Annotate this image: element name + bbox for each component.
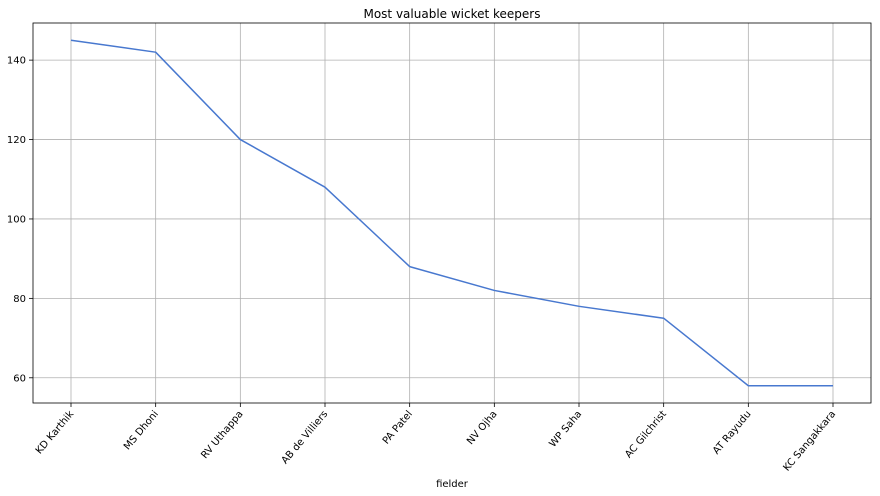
series-line [70,39,833,387]
y-axis: 60 80 100 120 140 [7,56,33,384]
y-tick-label: 80 [13,294,26,305]
y-tick-label: 60 [13,373,26,384]
grid [33,23,871,403]
x-tick-label: KC Sangakkara [782,409,839,474]
y-tick-label: 100 [7,214,26,225]
y-tick-label: 140 [7,56,26,67]
x-tick-label: AC Gilchrist [623,409,669,461]
x-tick-label: PA Patel [381,409,415,447]
x-axis: KD Karthik MS Dhoni RV Uthappa AB de Villie… [34,403,838,474]
series [70,39,833,387]
x-tick-label: AB de Villiers [280,409,331,466]
x-tick-label: AT Rayudu [711,409,754,457]
x-tick-label: KD Karthik [34,409,77,457]
x-tick-label: NV Ojha [465,409,500,447]
x-tick-label: MS Dhoni [122,409,161,452]
x-axis-label: fielder [436,479,469,490]
x-tick-label: RV Uthappa [199,409,245,461]
plot-frame [32,22,872,404]
chart-title: Most valuable wicket keepers [363,7,540,21]
x-tick-label: WP Saha [548,409,585,450]
y-tick-label: 120 [7,135,26,146]
